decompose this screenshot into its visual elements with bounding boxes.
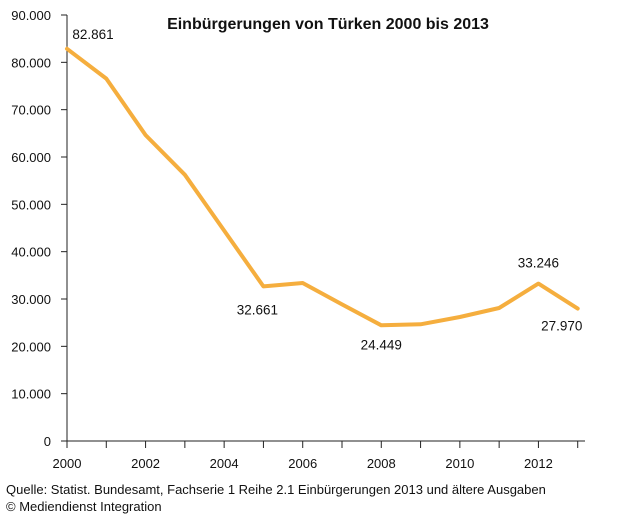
- y-tick-label: 0: [44, 434, 51, 449]
- x-tick-label: 2000: [53, 456, 82, 471]
- data-label: 27.970: [541, 319, 582, 334]
- y-tick-label: 40.000: [11, 245, 51, 260]
- x-tick-label: 2008: [367, 456, 396, 471]
- y-tick-label: 70.000: [11, 103, 51, 118]
- x-tick-label: 2010: [445, 456, 474, 471]
- data-label: 32.661: [237, 302, 278, 317]
- chart-series: [65, 46, 580, 328]
- copyright-line: © Mediendienst Integration: [6, 499, 162, 514]
- data-label: 82.861: [72, 27, 113, 42]
- y-tick-label: 60.000: [11, 150, 51, 165]
- source-line: Quelle: Statist. Bundesamt, Fachserie 1 …: [6, 482, 546, 497]
- x-axis-ticks: 2000 2002 2004 2006 2008 2010 2012: [53, 441, 579, 471]
- data-label: 33.246: [518, 256, 559, 271]
- data-label: 24.449: [361, 337, 402, 352]
- data-labels: 82.861 32.661 24.449 33.246 27.970: [72, 27, 582, 352]
- y-tick-label: 80.000: [11, 55, 51, 70]
- series-line: [65, 46, 580, 328]
- chart-title: Einbürgerungen von Türken 2000 bis 2013: [167, 16, 489, 33]
- y-tick-label: 10.000: [11, 387, 51, 402]
- x-tick-label: 2006: [288, 456, 317, 471]
- y-axis-ticks: 0 10.000 20.000 30.000 40.000 50.000 60.000 70.…: [11, 8, 67, 449]
- chart-axes: [66, 15, 585, 442]
- y-tick-label: 90.000: [11, 8, 51, 23]
- y-tick-label: 50.000: [11, 197, 51, 212]
- source-note: Quelle: Statist. Bundesamt, Fachserie 1 …: [6, 481, 640, 515]
- x-tick-label: 2002: [131, 456, 160, 471]
- y-tick-label: 20.000: [11, 339, 51, 354]
- x-tick-label: 2012: [524, 456, 553, 471]
- y-tick-label: 30.000: [11, 292, 51, 307]
- x-tick-label: 2004: [210, 456, 239, 471]
